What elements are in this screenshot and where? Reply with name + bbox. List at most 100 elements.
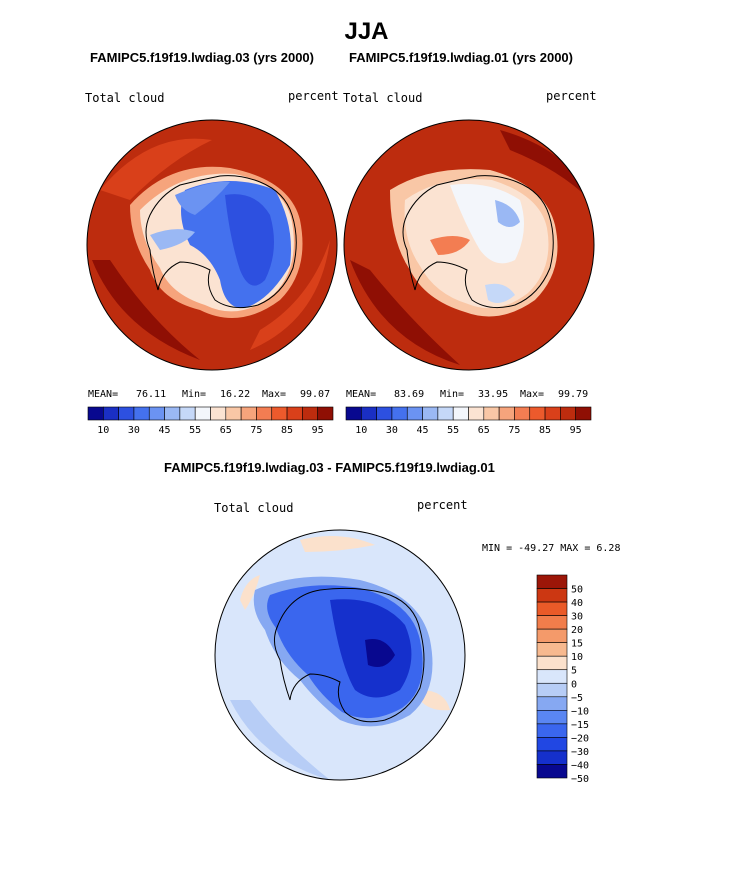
- right-colorbar: 10 30 45 55 65 75 85 95: [345, 406, 592, 436]
- diff-map-coastline: [274, 587, 425, 723]
- diff-title: FAMIPC5.f19f19.lwdiag.03 - FAMIPC5.f19f1…: [164, 460, 495, 475]
- right-mean-label: MEAN=: [346, 389, 377, 400]
- right-colorbar-swatch: [452, 406, 469, 421]
- left-max-value: 99.07: [300, 389, 331, 400]
- diff-colorbar-swatch: [536, 642, 568, 657]
- left-variable-label: Total cloud: [85, 91, 165, 105]
- right-max-label: Max=: [520, 389, 545, 400]
- diff-colorbar-tick-label: −5: [571, 693, 583, 704]
- right-colorbar-swatch: [361, 406, 377, 421]
- left-map-core-deep: [225, 194, 274, 286]
- diff-colorbar-swatch: [536, 764, 568, 779]
- diff-colorbar-swatch: [536, 628, 568, 643]
- right-colorbar-tick-label: 75: [508, 425, 520, 436]
- left-min-label: Min=: [182, 389, 207, 400]
- diff-colorbar-swatch: [536, 696, 568, 711]
- diff-variable-label: Total cloud: [214, 501, 294, 515]
- right-min-label: Min=: [440, 389, 465, 400]
- right-colorbar-swatch: [437, 406, 454, 421]
- left-colorbar-swatch: [133, 406, 150, 421]
- diff-units-label: percent: [417, 498, 468, 512]
- left-colorbar-swatch: [103, 406, 119, 421]
- left-colorbar-tick-label: 10: [97, 425, 109, 436]
- left-min-value: 16.22: [220, 389, 251, 400]
- diff-map-border: [214, 529, 466, 781]
- left-map-patch-5: [175, 181, 230, 215]
- left-case-title: FAMIPC5.f19f19.lwdiag.03 (yrs 2000): [90, 50, 314, 65]
- diff-colorbar-swatch: [536, 750, 568, 765]
- left-colorbar-tick-label: 30: [128, 425, 140, 436]
- right-colorbar-swatch: [483, 406, 500, 421]
- diff-map-core-deep: [365, 639, 395, 668]
- diff-colorbar-swatch: [536, 723, 568, 738]
- right-colorbar-swatch: [406, 406, 423, 421]
- season-title: JJA: [344, 18, 389, 45]
- left-colorbar-tick-label: 75: [250, 425, 262, 436]
- right-colorbar-swatch: [514, 406, 531, 421]
- right-colorbar-swatch: [498, 406, 515, 421]
- left-colorbar-swatch: [118, 406, 135, 421]
- right-colorbar-tick-label: 65: [478, 425, 490, 436]
- right-map: [344, 120, 594, 370]
- diff-colorbar-tick-label: −50: [571, 774, 589, 785]
- left-colorbar-swatch: [225, 406, 242, 421]
- left-mean-label: MEAN=: [88, 389, 119, 400]
- right-colorbar-swatch: [529, 406, 546, 421]
- left-colorbar-swatch: [302, 406, 318, 421]
- left-colorbar-swatch: [286, 406, 303, 421]
- diff-colorbar-swatch: [536, 710, 568, 725]
- left-map-patch-4: [150, 229, 195, 250]
- diff-colorbar-swatch: [536, 588, 568, 603]
- right-mean-value: 83.69: [394, 389, 425, 400]
- right-colorbar-swatch: [345, 406, 362, 421]
- left-map-border: [86, 119, 338, 371]
- left-units-label: percent: [288, 89, 339, 103]
- left-map-patch-2: [92, 260, 200, 360]
- right-colorbar-swatch: [376, 406, 393, 421]
- left-colorbar-tick-label: 55: [189, 425, 201, 436]
- diff-colorbar-tick-label: 15: [571, 639, 583, 650]
- diff-colorbar-tick-label: −40: [571, 760, 589, 771]
- right-colorbar-swatch: [560, 406, 576, 421]
- left-map-patch-1: [100, 138, 212, 200]
- left-max-label: Max=: [262, 389, 287, 400]
- left-colorbar-swatch: [179, 406, 196, 421]
- diff-colorbar-swatch: [536, 601, 568, 616]
- right-colorbar-swatch: [544, 406, 561, 421]
- left-colorbar-swatch: [148, 406, 165, 421]
- diff-colorbar-tick-label: 40: [571, 598, 583, 609]
- right-map-patch-4: [485, 283, 515, 304]
- diff-colorbar-swatch: [536, 574, 568, 589]
- diff-colorbar-tick-label: −20: [571, 733, 589, 744]
- diff-colorbar-swatch: [536, 655, 568, 671]
- diff-colorbar-tick-label: 10: [571, 652, 583, 663]
- left-colorbar-swatch: [240, 406, 257, 421]
- diff-colorbar-tick-label: 5: [571, 666, 577, 677]
- diff-colorbar-tick-label: −30: [571, 747, 589, 758]
- right-colorbar-swatch: [575, 406, 592, 421]
- left-map-patch-3: [250, 240, 330, 350]
- right-colorbar-swatch: [422, 406, 439, 421]
- right-variable-label: Total cloud: [343, 91, 423, 105]
- right-colorbar-tick-label: 95: [570, 425, 582, 436]
- right-colorbar-tick-label: 55: [447, 425, 459, 436]
- right-colorbar-swatch: [391, 406, 408, 421]
- right-case-title: FAMIPC5.f19f19.lwdiag.01 (yrs 2000): [349, 50, 573, 65]
- left-colorbar-swatch: [164, 406, 181, 421]
- diff-colorbar-tick-label: −15: [571, 720, 589, 731]
- right-map-border: [343, 119, 595, 371]
- right-min-value: 33.95: [478, 389, 509, 400]
- left-colorbar-tick-label: 95: [312, 425, 324, 436]
- diff-colorbar-tick-label: 0: [571, 679, 577, 690]
- diff-colorbar-swatch: [536, 615, 568, 630]
- diff-colorbar-tick-label: 20: [571, 625, 583, 636]
- right-colorbar-swatch: [468, 406, 485, 421]
- left-colorbar-swatch: [87, 406, 104, 421]
- right-max-value: 99.79: [558, 389, 589, 400]
- diff-colorbar-swatch: [536, 669, 568, 684]
- right-units-label: percent: [546, 89, 597, 103]
- diff-colorbar-swatch: [536, 737, 568, 752]
